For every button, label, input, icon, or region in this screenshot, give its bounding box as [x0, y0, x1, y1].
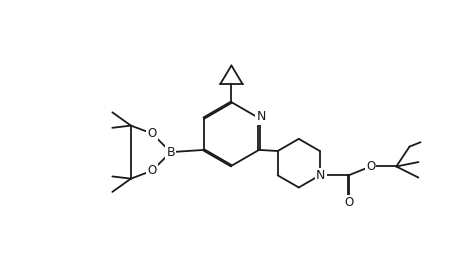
Text: O: O [148, 127, 157, 140]
Text: B: B [167, 146, 175, 159]
Text: O: O [366, 160, 375, 173]
Text: O: O [148, 164, 157, 177]
Text: O: O [344, 196, 353, 209]
Text: N: N [257, 110, 266, 123]
Text: N: N [316, 169, 326, 182]
